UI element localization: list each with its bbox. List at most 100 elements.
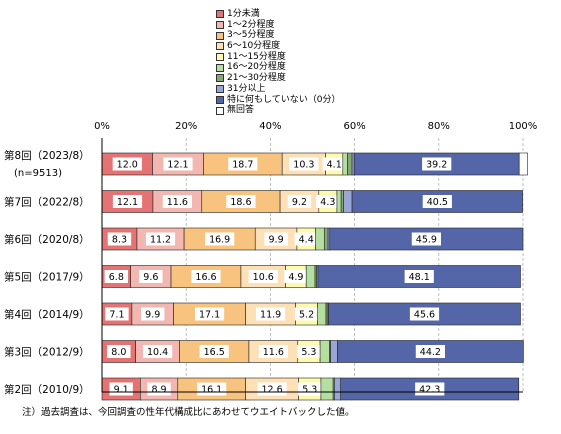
data-label: 8.3 xyxy=(112,235,127,246)
data-label: 7.1 xyxy=(109,310,124,321)
data-label: 10.6 xyxy=(253,272,274,283)
data-label-bg xyxy=(248,270,278,283)
data-label: 12.0 xyxy=(117,160,138,171)
bar-segment xyxy=(330,340,338,363)
footnote: 注）過去調査は、今回調査の性年代構成比にあわせてウエイトバックした値。 xyxy=(22,407,355,418)
data-label-bg xyxy=(163,157,193,171)
data-label-bg xyxy=(404,270,434,283)
data-label-bg xyxy=(205,232,235,246)
data-label: 8.0 xyxy=(111,347,126,358)
data-label: 16.1 xyxy=(201,385,222,396)
data-label-bg xyxy=(191,270,221,283)
legend-item: 1～2分程度 xyxy=(216,20,340,31)
data-label-bg xyxy=(112,195,143,208)
data-label-bg xyxy=(105,307,129,321)
data-label: 11.6 xyxy=(167,197,188,208)
legend-swatch xyxy=(216,63,224,72)
legend-label: 3～5分程度 xyxy=(227,30,275,41)
data-label: 45.9 xyxy=(416,235,437,246)
data-label: 6.8 xyxy=(109,272,124,283)
legend-item: 1分未満 xyxy=(216,9,340,20)
data-label: 4.4 xyxy=(299,235,314,246)
data-label: 5.3 xyxy=(302,385,317,396)
legend-label: 31分以上 xyxy=(227,83,266,94)
data-label: 4.1 xyxy=(327,160,342,171)
data-label-bg xyxy=(139,270,163,283)
data-label-bg xyxy=(322,157,346,171)
bar-segment xyxy=(336,190,342,213)
bar-segment xyxy=(351,152,355,176)
x-tick-label: 80% xyxy=(428,121,450,132)
data-label: 9.6 xyxy=(143,272,158,283)
data-label: 9.9 xyxy=(269,235,284,246)
category-label: 第4回（2014/9） xyxy=(4,308,90,321)
bar-segment xyxy=(340,190,344,213)
data-label-bg xyxy=(294,232,318,246)
legend-swatch xyxy=(216,42,224,51)
data-label: 8.9 xyxy=(151,385,166,396)
data-label: 16.9 xyxy=(209,235,230,246)
legend-item: 3～5分程度 xyxy=(216,30,340,41)
legend-label: 21～30分程度 xyxy=(227,73,286,84)
legend-swatch xyxy=(216,31,224,40)
data-label-bg xyxy=(228,157,258,171)
data-label: 4.9 xyxy=(288,272,303,283)
data-label-bg xyxy=(145,232,176,246)
legend-item: 11～15分程度 xyxy=(216,52,340,63)
legend-label: 6～10分程度 xyxy=(227,41,281,52)
data-label: 40.5 xyxy=(427,197,448,208)
bar-segment xyxy=(320,377,334,401)
data-label-bg xyxy=(409,307,440,321)
data-label: 12.6 xyxy=(262,385,283,396)
data-label: 18.7 xyxy=(232,160,253,171)
data-label: 45.6 xyxy=(414,310,435,321)
category-label: 第8回（2023/8） xyxy=(4,149,90,162)
data-label: 48.1 xyxy=(409,272,430,283)
legend-item: 16～20分程度 xyxy=(216,62,340,73)
data-label: 12.1 xyxy=(117,197,138,208)
bar-segment xyxy=(317,302,327,326)
data-label-bg xyxy=(104,270,129,283)
data-label: 16.6 xyxy=(195,272,216,283)
legend-swatch xyxy=(216,85,224,94)
data-label-bg xyxy=(112,157,142,171)
data-label: 10.4 xyxy=(147,347,168,358)
category-label: 第3回（2012/9） xyxy=(4,346,90,359)
bar-segment xyxy=(305,265,316,288)
category-label: 第5回（2017/9） xyxy=(4,271,90,284)
legend-swatch xyxy=(216,106,224,115)
data-label: 9.9 xyxy=(145,310,160,321)
bar-segment xyxy=(343,190,353,213)
data-label-bg xyxy=(199,345,229,358)
data-label-bg xyxy=(297,345,321,358)
data-label-bg xyxy=(226,195,256,208)
data-label-bg xyxy=(284,270,308,283)
data-label: 10.3 xyxy=(293,160,314,171)
data-label: 42.3 xyxy=(419,385,440,396)
legend-swatch xyxy=(216,95,224,104)
data-label-bg xyxy=(289,157,319,171)
legend-item: 6～10分程度 xyxy=(216,41,340,52)
data-label: 18.6 xyxy=(230,197,251,208)
x-tick-label: 100% xyxy=(509,121,538,132)
legend-label: 1～2分程度 xyxy=(227,19,275,30)
data-label: 17.1 xyxy=(199,310,220,321)
data-label: 12.1 xyxy=(167,160,188,171)
x-tick-label: 20% xyxy=(175,121,197,132)
data-label-bg xyxy=(287,195,312,208)
bar-segment xyxy=(315,227,325,251)
data-label-bg xyxy=(107,345,131,358)
category-note: (n=9513) xyxy=(14,168,62,179)
x-tick-label: 60% xyxy=(343,121,365,132)
legend: 1分未満 1～2分程度 3～5分程度 6～10分程度 11～15分程度 16～20分程度 2… xyxy=(216,9,340,116)
data-label-bg xyxy=(142,345,173,358)
data-label: 11.2 xyxy=(150,235,171,246)
data-label-bg xyxy=(422,157,452,171)
data-label: 39.2 xyxy=(426,160,447,171)
data-label-bg xyxy=(316,195,340,208)
legend-swatch xyxy=(216,10,224,19)
data-label-bg xyxy=(141,307,165,321)
data-label: 5.2 xyxy=(299,310,314,321)
data-label: 5.3 xyxy=(301,347,316,358)
